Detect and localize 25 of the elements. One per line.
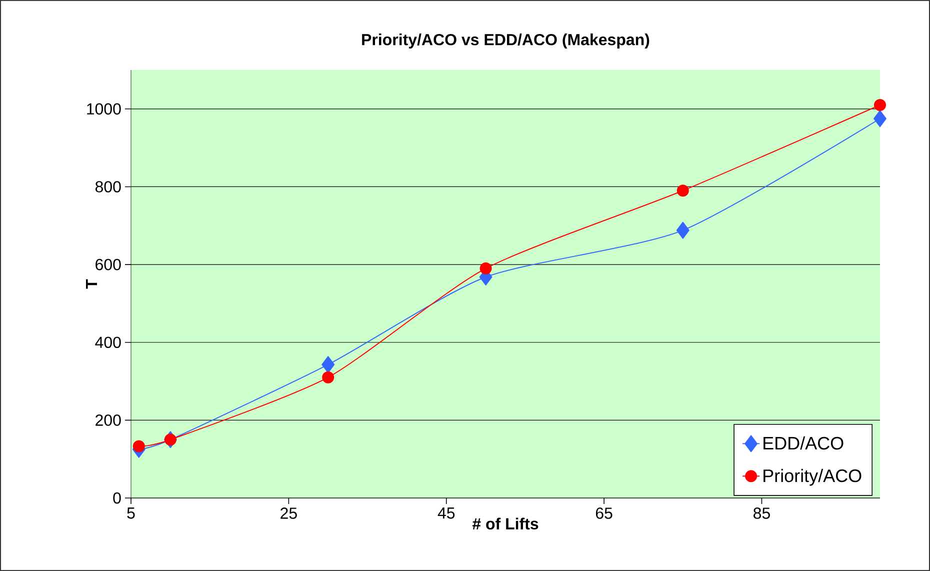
x-tick-label: 25 — [280, 508, 297, 519]
point — [874, 99, 886, 112]
y-tick-label: 400 — [95, 336, 121, 348]
legend-label: EDD/ACO — [764, 436, 844, 450]
y-axis-title: T — [86, 279, 98, 289]
legend-label: Priority/ACO — [764, 468, 862, 486]
y-tick-label: 800 — [95, 181, 121, 192]
y-tick-label: 0 — [113, 492, 121, 504]
y-tick-label: 1000 — [87, 103, 121, 115]
point — [322, 371, 334, 384]
x-axis-title: # of Lifts — [472, 518, 538, 530]
x-tick-label: 65 — [596, 508, 612, 519]
x-tick-label: 45 — [438, 508, 455, 519]
point — [132, 440, 145, 452]
point — [676, 184, 689, 197]
x-tick-label: 5 — [127, 508, 135, 519]
chart-title: Priority/ACO vs EDD/ACO (Makespan) — [362, 34, 650, 48]
y-tick-label: 200 — [96, 414, 121, 426]
point — [480, 262, 492, 274]
point — [322, 356, 335, 374]
y-tick-label: 600 — [96, 258, 121, 270]
point — [676, 222, 690, 239]
point — [164, 434, 176, 446]
x-tick-label: 85 — [754, 508, 770, 519]
point — [873, 110, 886, 128]
